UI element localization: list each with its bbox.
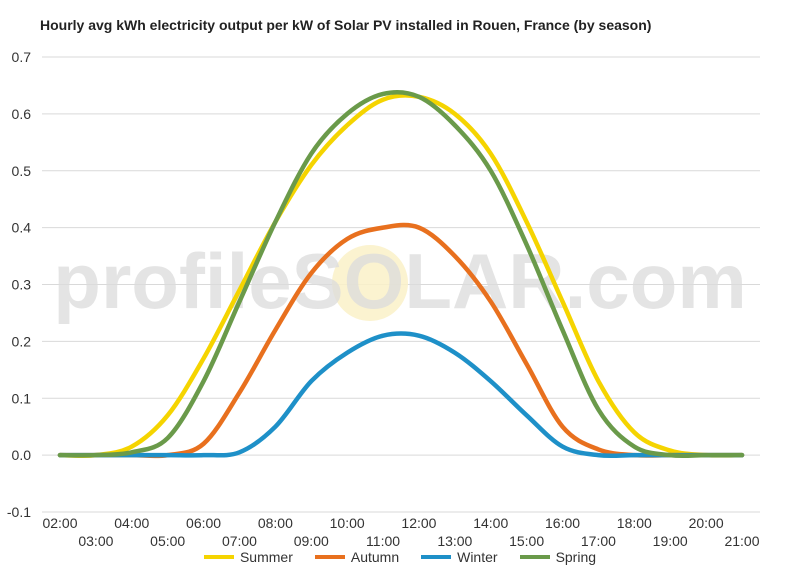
y-tick-label: 0.7 — [12, 49, 32, 65]
legend-item-winter: Winter — [421, 549, 498, 565]
legend-label: Winter — [457, 549, 498, 565]
x-tick-label: 04:00 — [114, 515, 149, 531]
y-tick-label: -0.1 — [7, 504, 31, 520]
x-tick-label: 15:00 — [509, 533, 544, 549]
watermark-sun — [332, 245, 408, 321]
y-tick-label: 0.3 — [12, 277, 32, 293]
legend-swatch — [519, 555, 550, 559]
y-tick-label: 0.4 — [12, 220, 32, 236]
legend: Summer Autumn Winter Spring — [0, 549, 800, 565]
series-line-winter — [57, 331, 745, 458]
x-tick-label: 18:00 — [617, 515, 652, 531]
x-tick-label: 16:00 — [545, 515, 580, 531]
y-tick-label: 0.0 — [12, 447, 32, 463]
x-tick-label: 03:00 — [78, 533, 113, 549]
x-tick-label: 21:00 — [724, 533, 759, 549]
x-tick-label: 17:00 — [581, 533, 616, 549]
x-tick-label: 10:00 — [330, 515, 365, 531]
x-tick-label: 05:00 — [150, 533, 185, 549]
x-tick-label: 14:00 — [473, 515, 508, 531]
x-tick-label: 19:00 — [653, 533, 688, 549]
legend-item-spring: Spring — [519, 549, 597, 565]
legend-label: Autumn — [350, 549, 400, 565]
axes: -0.1 0.0 0.1 0.2 0.3 0.4 0.5 0.6 0.7 02:00 04:00 06… — [7, 49, 760, 549]
legend-item-summer: Summer — [203, 549, 293, 565]
legend-item-autumn: Autumn — [314, 549, 400, 565]
chart-title: Hourly avg kWh electricity output per kW… — [40, 17, 652, 33]
x-tick-label: 12:00 — [401, 515, 436, 531]
series-line-spring — [57, 89, 745, 458]
legend-label: Summer — [239, 549, 293, 565]
legend-swatch — [314, 555, 345, 559]
x-tick-label: 09:00 — [294, 533, 329, 549]
y-tick-label: 0.1 — [12, 390, 32, 406]
x-tick-label: 13:00 — [437, 533, 472, 549]
y-tick-label: 0.6 — [12, 106, 32, 122]
x-tick-label: 08:00 — [258, 515, 293, 531]
x-tick-label: 11:00 — [366, 533, 400, 549]
x-tick-label: 20:00 — [689, 515, 724, 531]
x-tick-label: 02:00 — [42, 515, 77, 531]
y-tick-label: 0.2 — [12, 333, 32, 349]
watermark-text: profileSOLAR.com — [53, 237, 746, 325]
series-lines — [57, 89, 745, 459]
legend-swatch — [421, 555, 452, 559]
y-tick-label: 0.5 — [12, 163, 32, 179]
x-tick-label: 07:00 — [222, 533, 257, 549]
x-tick-label: 06:00 — [186, 515, 221, 531]
series-line-summer — [57, 93, 745, 458]
legend-swatch — [203, 555, 234, 559]
watermark: profileSOLAR.com — [53, 237, 746, 325]
legend-label: Spring — [555, 549, 597, 565]
